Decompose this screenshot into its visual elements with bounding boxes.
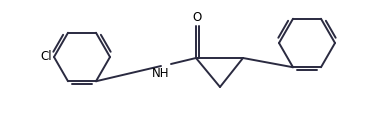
Text: NH: NH (152, 67, 170, 80)
Text: Cl: Cl (40, 51, 52, 63)
Text: O: O (192, 11, 201, 24)
